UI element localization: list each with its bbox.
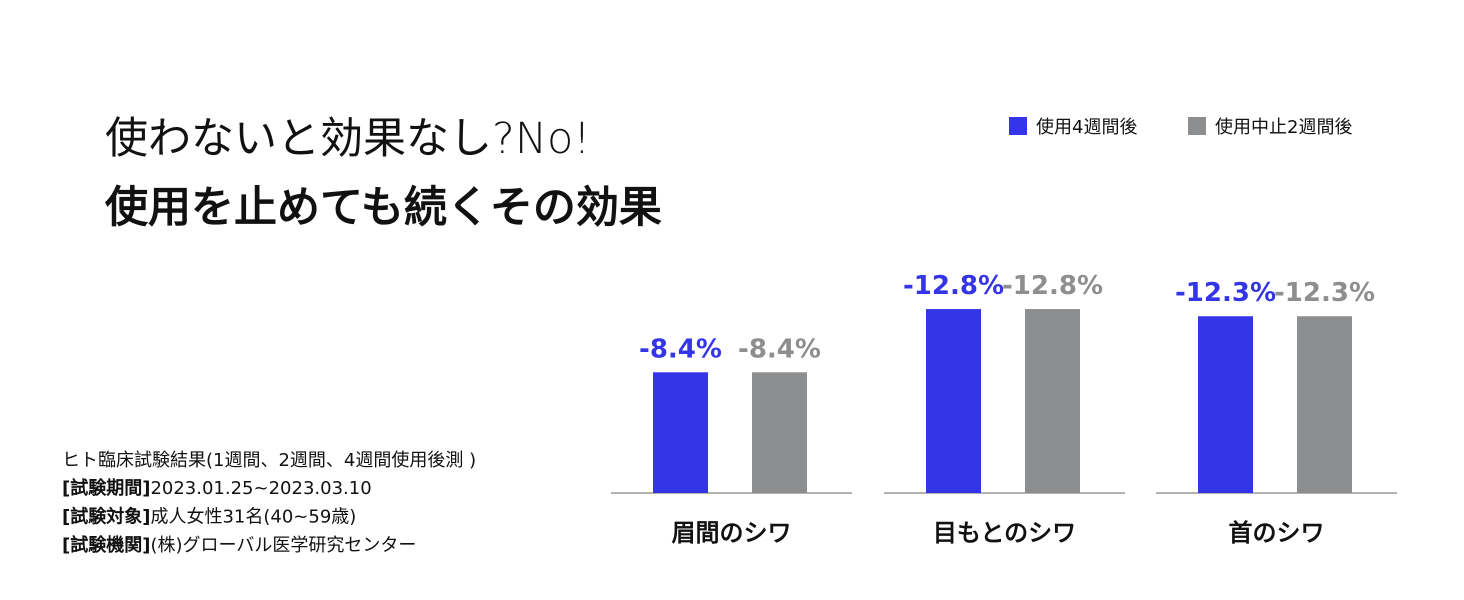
x-tick-label: 眉間のシワ — [672, 519, 792, 547]
note-text: (株)グローバル医学研究センター — [150, 535, 416, 556]
legend-label: 使用4週間後 — [1036, 117, 1137, 138]
note-line: [試験期間]2023.01.25~2023.03.10 — [62, 477, 372, 499]
value-label: -12.3% — [1274, 278, 1375, 308]
note-label: [試験機関] — [62, 534, 150, 556]
chart-subtitle: 使用を止めても続くその効果 — [105, 183, 662, 233]
value-label: -12.3% — [1175, 278, 1276, 308]
bar — [1025, 309, 1080, 493]
legend-label: 使用中止2週間後 — [1215, 117, 1352, 138]
note-label: [試験期間] — [62, 477, 150, 499]
bar — [752, 372, 807, 493]
value-label: -12.8% — [903, 271, 1004, 301]
note-line: [試験機関](株)グローバル医学研究センター — [62, 534, 416, 556]
value-label: -8.4% — [639, 334, 722, 364]
legend-swatch — [1188, 117, 1206, 135]
note-line: [試験対象]成人女性31名(40~59歳) — [62, 506, 356, 528]
bar — [1297, 316, 1352, 493]
bar — [1198, 316, 1253, 493]
legend-swatch — [1009, 117, 1027, 135]
x-tick-label: 首のシワ — [1229, 519, 1325, 547]
bar — [926, 309, 981, 493]
note-label: [試験対象] — [62, 506, 150, 528]
note-text: 2023.01.25~2023.03.10 — [150, 478, 371, 499]
note-text: 成人女性31名(40~59歳) — [150, 507, 356, 528]
bar — [653, 372, 708, 493]
value-label: -12.8% — [1002, 271, 1103, 301]
x-tick-label: 目もとのシワ — [933, 519, 1076, 547]
chart-title: 使わないと効果なし?No! — [105, 114, 591, 164]
value-label: -8.4% — [738, 334, 821, 364]
note-intro: ヒト臨床試験結果(1週間、2週間、4週間使用後測 ) — [62, 450, 476, 471]
